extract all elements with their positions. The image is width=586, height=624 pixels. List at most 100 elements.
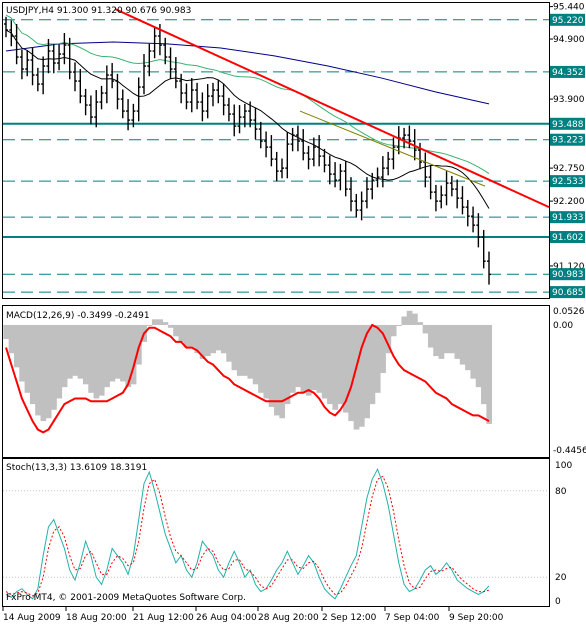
price-bar [402, 127, 407, 149]
macd-bar [284, 324, 291, 405]
price-bar [322, 148, 327, 173]
price-bar [290, 127, 295, 152]
macd-bar [93, 324, 100, 399]
price-bar [248, 101, 253, 128]
price-bar [285, 132, 290, 179]
price-bar [35, 67, 40, 92]
price-bar [200, 92, 205, 122]
price-bar [205, 84, 210, 119]
macd-bar [215, 324, 222, 351]
price-level-box [550, 13, 585, 26]
macd-bar [327, 324, 333, 405]
macd-bar [151, 319, 158, 325]
macd-bar [412, 313, 418, 325]
macd-bar [231, 324, 238, 371]
stoch-main-series [5, 467, 490, 600]
stoch-pane[interactable] [2, 458, 550, 607]
macd-bar [401, 316, 408, 325]
price-bar [168, 47, 173, 80]
price-bar [476, 213, 481, 248]
price-bar [131, 103, 136, 128]
macd-bar [104, 324, 110, 388]
macd-bar [380, 324, 386, 374]
macd-bar [364, 324, 370, 419]
price-level-label: 90.685 [552, 288, 584, 298]
price-tick-label: 94.900 [553, 35, 585, 45]
price-bar [465, 199, 470, 227]
macd-bar [263, 324, 270, 399]
price-level-box [550, 231, 585, 244]
price-bar [104, 65, 109, 104]
price-bar [428, 165, 433, 200]
price-bar [51, 43, 56, 74]
macd-bar [24, 324, 31, 393]
ma-mid-series [5, 14, 490, 174]
price-level-label: 95.220 [552, 16, 584, 26]
macd-bar [167, 324, 174, 328]
macd-bar [406, 310, 413, 325]
macd-bar [417, 322, 424, 325]
price-bar [88, 95, 93, 125]
macd-bar [459, 324, 466, 365]
time-tick-label: 9 Sep 20:00 [449, 613, 504, 623]
trendlines [114, 8, 550, 209]
macd-bar [481, 324, 487, 405]
price-bar [147, 43, 152, 77]
macd-bar [449, 324, 455, 354]
macd-bar [465, 324, 471, 371]
olive-trendline [299, 110, 486, 187]
price-bar [258, 121, 263, 149]
price-bar [375, 167, 380, 188]
macd-bar [35, 324, 41, 416]
macd-bar [114, 324, 121, 379]
price-bar [226, 97, 231, 122]
macd-bar [268, 324, 275, 407]
price-bar [264, 131, 269, 158]
macd-bar [98, 324, 105, 396]
macd-bar [374, 324, 381, 393]
price-level-label: 91.602 [552, 233, 584, 243]
price-bar [221, 84, 226, 116]
macd-bar [385, 324, 392, 354]
price-bar [444, 171, 449, 206]
price-bar [306, 145, 311, 170]
price-bar [460, 186, 465, 215]
price-bar [46, 39, 51, 74]
macd-bar [157, 319, 163, 325]
price-tick-label: 91.120 [553, 262, 585, 272]
price-bar [338, 163, 343, 191]
price-bar [211, 82, 215, 107]
macd-bar [311, 324, 317, 390]
price-level-box [550, 133, 585, 146]
macd-signal-series [5, 323, 490, 434]
price-bar [19, 49, 24, 80]
price-bar [126, 99, 131, 131]
macd-bar [56, 324, 63, 399]
macd-bar [470, 324, 477, 379]
time-axis: 14 Aug 2009 18 Aug 20:00 21 Aug 12:00 26 Au… [2, 606, 504, 623]
price-bar [327, 155, 332, 185]
macd-bar [321, 324, 328, 399]
macd-bar [88, 324, 94, 393]
macd-tick-label: 0.00 [553, 321, 573, 331]
macd-bar [82, 324, 89, 385]
price-bar [110, 63, 115, 89]
macd-info: MACD(12,26,9) -0.3499 -0.2491 [6, 311, 150, 321]
macd-bar [77, 324, 84, 379]
price-level-box [550, 65, 585, 78]
macd-histogram [3, 310, 493, 430]
price-bar [280, 158, 284, 179]
stoch-tick-label: 0 [555, 597, 561, 607]
price-bar [115, 73, 120, 110]
price-bar [311, 137, 316, 167]
macd-bar [3, 324, 10, 340]
price-bar [62, 33, 67, 65]
macd-bar [295, 324, 301, 388]
price-bar [57, 44, 62, 71]
price-bar [253, 108, 258, 140]
price-pane[interactable] [2, 2, 550, 299]
price-bar [189, 78, 194, 113]
stoch-signal-series [5, 475, 490, 597]
